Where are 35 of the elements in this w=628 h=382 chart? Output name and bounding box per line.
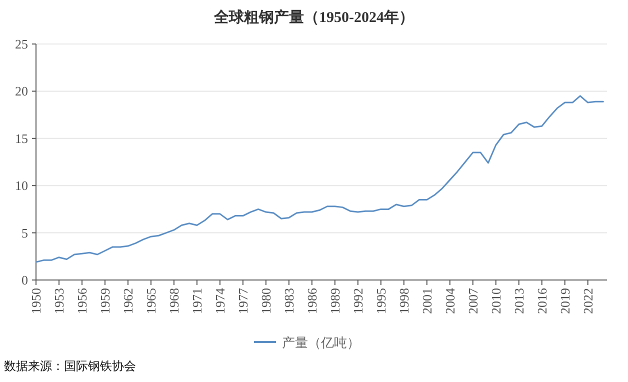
x-tick-label: 1992 [350, 288, 366, 314]
x-tick-label: 1998 [396, 288, 412, 314]
source-note: 数据来源：国际钢铁协会 [4, 359, 136, 373]
legend: 产量（亿吨） [254, 335, 360, 350]
x-tick-label: 2022 [580, 288, 596, 314]
x-tick-label: 1983 [281, 288, 296, 314]
x-tick-label: 1980 [258, 288, 274, 314]
y-tick-label: 10 [15, 178, 28, 194]
x-tick-label: 1968 [166, 288, 182, 314]
x-tick-label: 2007 [465, 288, 480, 314]
x-tick-label: 1995 [373, 288, 388, 314]
x-tick-label: 1959 [97, 288, 112, 314]
x-tick-label: 2004 [442, 288, 458, 314]
x-tick-label: 2016 [534, 288, 550, 314]
x-tick-label: 1971 [189, 288, 204, 314]
legend-label: 产量（亿吨） [282, 335, 360, 350]
x-tick-label: 2010 [488, 288, 504, 314]
y-tick-label: 0 [22, 272, 28, 288]
x-tick-label: 1950 [28, 288, 44, 314]
y-tick-label: 25 [15, 36, 28, 52]
x-tick-label: 1956 [74, 288, 90, 314]
x-tick-label: 1977 [235, 288, 250, 314]
x-tick-label: 1986 [304, 288, 320, 314]
x-tick-label: 1953 [51, 288, 66, 314]
x-tick-label: 1962 [120, 288, 136, 314]
x-tick-label: 1965 [143, 288, 158, 314]
x-tick-label: 2001 [419, 288, 434, 314]
chart-title: 全球粗钢产量（1950-2024年） [213, 9, 414, 26]
x-tick-label: 2013 [511, 288, 526, 314]
y-tick-label: 15 [15, 130, 28, 146]
y-tick-label: 5 [22, 225, 28, 240]
y-tick-label: 20 [15, 84, 28, 99]
x-tick-label: 1989 [327, 288, 342, 314]
x-tick-label: 2019 [557, 288, 572, 314]
x-tick-label: 1974 [212, 288, 228, 314]
